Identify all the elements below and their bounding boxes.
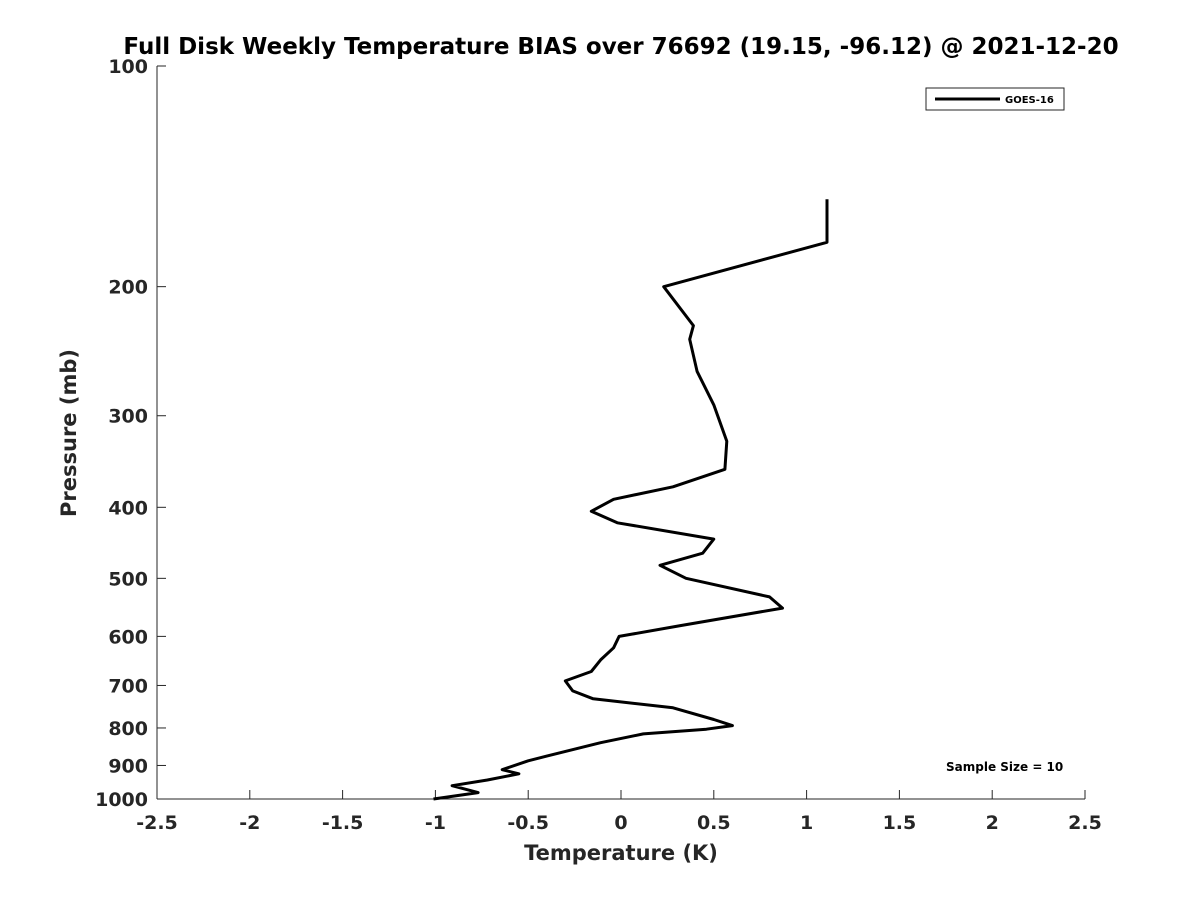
x-axis-label: Temperature (K)	[524, 841, 718, 865]
x-tick-label: 1	[800, 812, 813, 834]
y-tick-label: 100	[108, 56, 148, 78]
y-tick-label: 500	[108, 568, 148, 590]
y-tick-label: 800	[108, 718, 148, 740]
y-tick-label: 300	[108, 406, 148, 428]
x-tick-label: 2	[986, 812, 999, 834]
chart-title: Full Disk Weekly Temperature BIAS over 7…	[123, 34, 1118, 60]
y-tick-label: 700	[108, 675, 148, 697]
y-tick-label: 1000	[95, 789, 148, 811]
x-tick-label: -2.5	[136, 812, 178, 834]
x-tick-label: -1	[425, 812, 446, 834]
x-tick-label: -0.5	[507, 812, 549, 834]
x-tick-label: 0	[614, 812, 627, 834]
x-tick-label: 0.5	[697, 812, 731, 834]
x-tick-label: 2.5	[1068, 812, 1102, 834]
axes: -2.5 -2 -1.5 -1 -0.5 0 0.5 1 1.5 2 2.5 100 200 300 400…	[95, 56, 1102, 834]
series-line-goes-16	[433, 199, 829, 801]
y-tick-label: 600	[108, 626, 148, 648]
x-tick-label: -2	[239, 812, 260, 834]
series-layer	[433, 199, 829, 801]
y-tick-label: 200	[108, 277, 148, 299]
x-tick-label: 1.5	[883, 812, 917, 834]
legend: GOES-16	[925, 87, 1065, 111]
y-tick-label: 900	[108, 755, 148, 777]
y-tick-label: 400	[108, 497, 148, 519]
y-axis-label: Pressure (mb)	[57, 349, 81, 517]
x-tick-label: -1.5	[322, 812, 364, 834]
legend-label-goes-16: GOES-16	[1005, 95, 1054, 106]
sample-size-annotation: Sample Size = 10	[946, 760, 1063, 774]
